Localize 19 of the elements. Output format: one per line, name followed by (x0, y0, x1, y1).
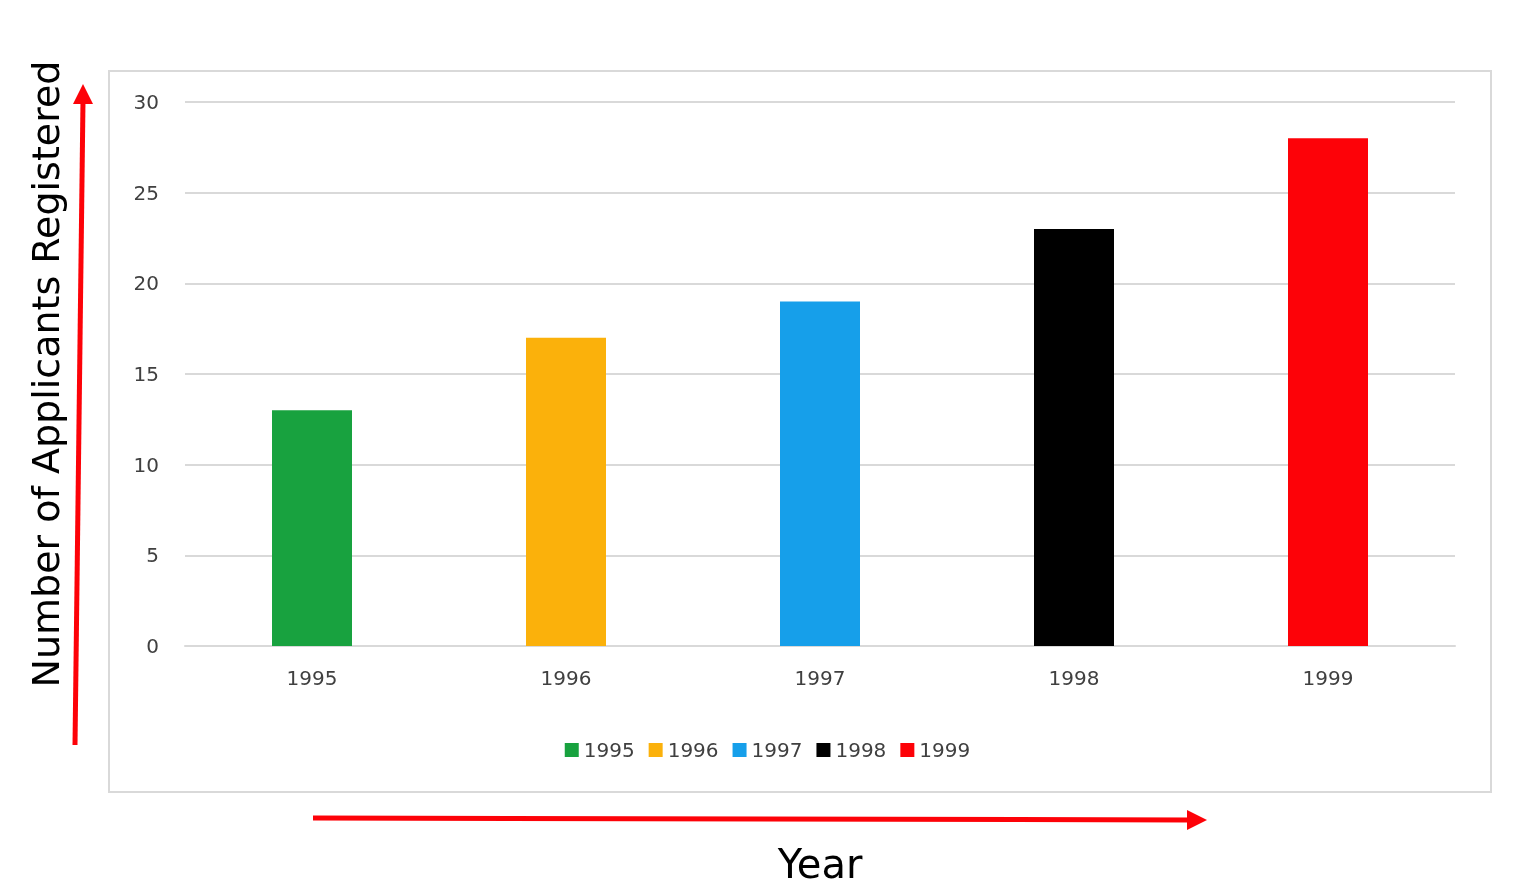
x-tick-label: 1998 (1048, 666, 1100, 690)
y-tick-label: 30 (133, 90, 159, 114)
legend-label: 1995 (583, 738, 635, 762)
x-tick-label: 1995 (286, 666, 338, 690)
x-tick-label: 1997 (794, 666, 846, 690)
x-tick-label: 1999 (1302, 666, 1354, 690)
y-axis-title: Number of Applicants Registered (24, 60, 68, 688)
y-tick-label: 15 (133, 362, 159, 386)
y-tick-label: 0 (146, 634, 159, 658)
x-axis-title: Year (776, 841, 863, 887)
x-tick-label: 1996 (540, 666, 592, 690)
y-tick-label: 20 (133, 271, 159, 296)
legend-label: 1998 (835, 738, 887, 762)
y-tick-label: 25 (133, 180, 159, 205)
legend-label: 1997 (751, 738, 803, 762)
legend-label: 1996 (667, 738, 719, 762)
y-tick-label: 5 (146, 543, 159, 568)
legend-label: 1999 (919, 738, 971, 762)
y-tick-label: 10 (133, 452, 159, 477)
